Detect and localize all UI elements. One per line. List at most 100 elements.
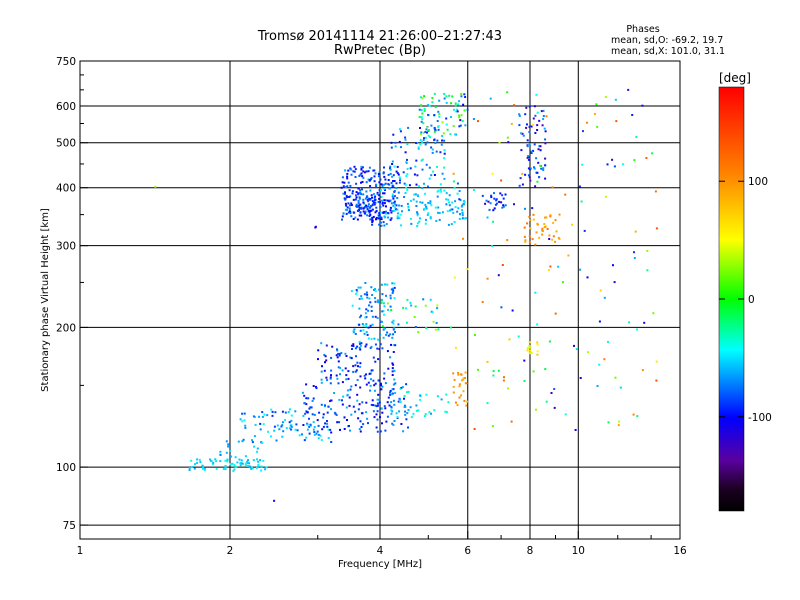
data-point xyxy=(337,360,340,363)
data-point xyxy=(537,161,540,164)
data-point xyxy=(343,181,346,184)
data-point xyxy=(528,352,531,355)
x-tick-label: 6 xyxy=(464,545,471,557)
data-point xyxy=(237,440,240,443)
data-point xyxy=(371,294,374,296)
data-point xyxy=(352,365,355,368)
data-point xyxy=(355,191,358,194)
data-point xyxy=(336,349,339,352)
data-point xyxy=(544,225,547,228)
data-point xyxy=(380,183,383,186)
data-point xyxy=(405,418,408,421)
data-point xyxy=(377,404,379,407)
data-point xyxy=(583,229,586,232)
data-point xyxy=(344,191,346,194)
data-point xyxy=(526,123,528,126)
data-point xyxy=(425,327,428,329)
data-point xyxy=(313,426,316,428)
data-point xyxy=(462,377,465,380)
data-point xyxy=(391,175,394,178)
data-point xyxy=(379,416,381,419)
data-point xyxy=(238,458,241,461)
data-point xyxy=(461,209,464,212)
data-point xyxy=(288,421,291,424)
data-point xyxy=(409,406,412,409)
data-point xyxy=(542,115,545,117)
data-point xyxy=(288,408,291,411)
data-point xyxy=(449,133,452,136)
data-point xyxy=(531,207,534,210)
data-point xyxy=(367,422,369,425)
data-point xyxy=(395,182,398,185)
data-point xyxy=(389,206,392,209)
data-point xyxy=(382,336,385,339)
data-point xyxy=(458,218,461,220)
x-tick-label: 2 xyxy=(227,545,234,557)
data-point xyxy=(636,415,639,418)
data-point xyxy=(389,389,392,392)
data-point xyxy=(536,341,539,344)
data-point xyxy=(387,212,390,215)
data-point xyxy=(527,174,530,177)
data-point xyxy=(528,125,531,128)
data-point xyxy=(396,165,399,168)
data-point xyxy=(417,409,420,412)
data-point xyxy=(526,156,529,159)
data-point xyxy=(359,173,362,176)
data-point xyxy=(536,353,539,356)
data-point xyxy=(369,206,372,209)
data-point xyxy=(365,325,368,328)
data-point xyxy=(383,327,386,330)
data-point xyxy=(447,401,450,404)
data-point xyxy=(428,104,431,107)
data-point xyxy=(376,347,379,350)
data-point xyxy=(354,333,357,335)
data-point xyxy=(421,201,424,204)
data-point xyxy=(408,184,411,187)
data-point xyxy=(574,429,577,431)
data-point xyxy=(371,315,374,318)
data-point xyxy=(422,131,425,134)
data-point xyxy=(524,240,527,243)
data-point xyxy=(421,96,424,99)
data-point xyxy=(392,351,395,353)
data-point xyxy=(358,214,361,217)
data-point xyxy=(380,224,383,227)
data-point xyxy=(433,409,436,412)
data-point xyxy=(318,411,321,414)
data-point xyxy=(371,221,374,223)
data-point xyxy=(542,109,545,112)
data-point xyxy=(324,355,327,358)
data-point xyxy=(362,201,365,204)
data-point xyxy=(542,167,545,170)
data-point xyxy=(386,401,389,404)
data-point xyxy=(320,381,323,384)
data-point xyxy=(539,164,542,167)
data-point xyxy=(302,424,305,426)
data-point xyxy=(377,173,380,175)
data-point xyxy=(359,386,362,389)
data-point xyxy=(360,206,363,209)
data-point xyxy=(391,422,394,425)
y-axis-ticks: 75 100 200 300 400 500 600 750 xyxy=(56,56,88,532)
data-point xyxy=(393,209,396,212)
data-point xyxy=(381,325,384,328)
data-point xyxy=(564,193,567,196)
data-point xyxy=(567,254,570,257)
data-point xyxy=(262,459,265,462)
data-point xyxy=(219,450,222,453)
data-point xyxy=(336,348,338,351)
data-point xyxy=(323,369,326,372)
data-point xyxy=(226,460,229,463)
data-point xyxy=(384,199,387,202)
data-point xyxy=(224,459,227,462)
data-point xyxy=(410,416,413,419)
data-point xyxy=(394,331,396,333)
data-point xyxy=(362,170,365,173)
data-point xyxy=(451,208,454,211)
data-point xyxy=(381,385,384,388)
data-point xyxy=(188,467,191,469)
data-point xyxy=(389,297,392,300)
data-point xyxy=(219,460,222,463)
data-point xyxy=(454,200,457,203)
